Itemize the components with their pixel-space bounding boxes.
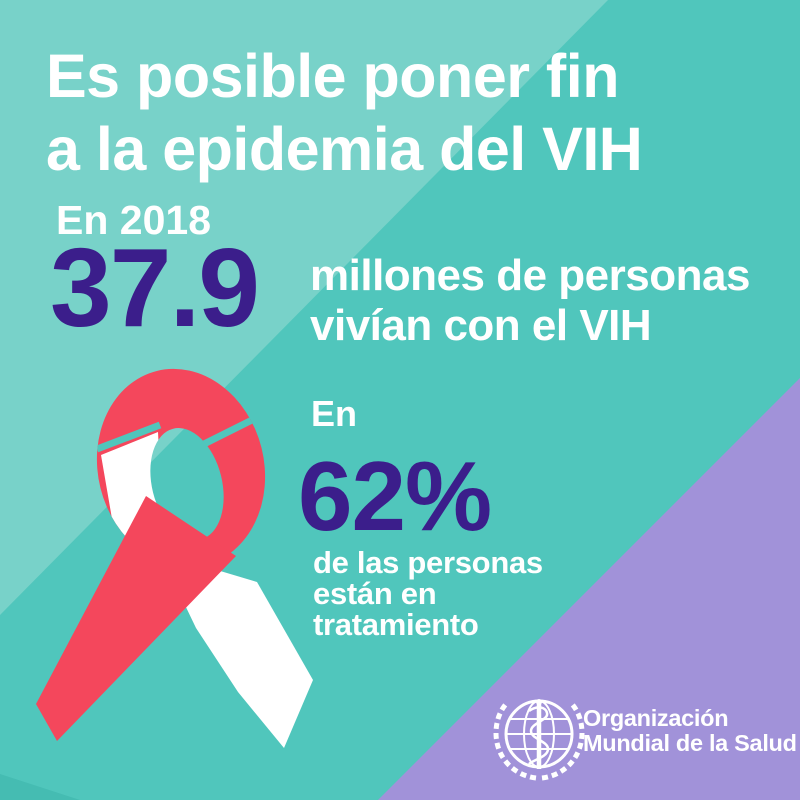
- dark-corner-triangle: [0, 774, 80, 800]
- who-emblem-icon: [493, 699, 585, 781]
- title-line-1: Es posible poner fin: [46, 42, 619, 110]
- stat-2018-description: millones de personas vivían con el VIH: [310, 251, 750, 351]
- stat-2018-value: 37.9: [50, 226, 260, 350]
- stat-2018-desc-line-2: vivían con el VIH: [310, 301, 652, 350]
- treatment-label: En: [311, 393, 358, 434]
- who-org-name: Organización Mundial de la Salud: [583, 706, 797, 756]
- treatment-desc-line-3: tratamiento: [313, 607, 479, 642]
- treatment-desc-line-1: de las personas: [313, 545, 543, 580]
- awareness-ribbon-icon: [36, 368, 313, 748]
- treatment-value: 62%: [298, 441, 492, 551]
- who-org-name-line-1: Organización: [583, 705, 729, 731]
- year-label: En 2018: [56, 197, 211, 243]
- treatment-description: de las personas están en tratamiento: [313, 547, 543, 640]
- treatment-desc-line-2: están en: [313, 576, 437, 611]
- stat-2018-desc-line-1: millones de personas: [310, 251, 750, 300]
- who-org-name-line-2: Mundial de la Salud: [583, 730, 797, 756]
- page-title: Es posible poner fin a la epidemia del VI…: [46, 40, 643, 186]
- title-line-2: a la epidemia del VIH: [46, 115, 643, 183]
- lavender-triangle: [378, 378, 800, 800]
